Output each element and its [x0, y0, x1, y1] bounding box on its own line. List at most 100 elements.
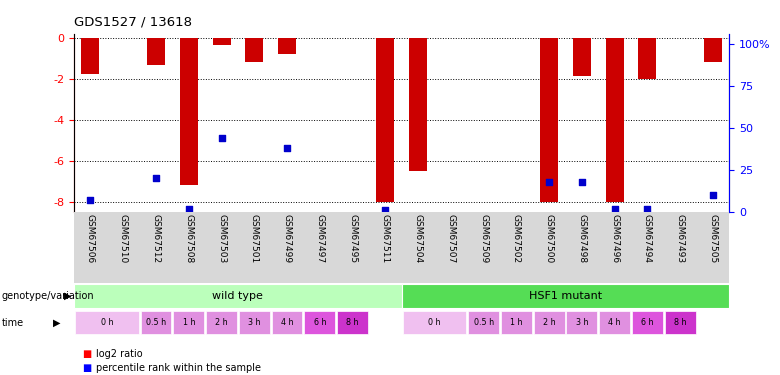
- Text: wild type: wild type: [212, 291, 264, 301]
- Bar: [599, 310, 630, 334]
- Text: 1 h: 1 h: [183, 318, 195, 327]
- Text: ▶: ▶: [53, 318, 61, 327]
- Text: ■: ■: [82, 363, 91, 373]
- Text: GSM67503: GSM67503: [217, 214, 226, 263]
- Text: GSM67507: GSM67507: [446, 214, 456, 263]
- Text: 1 h: 1 h: [510, 318, 523, 327]
- Bar: [605, 38, 624, 202]
- Point: [608, 206, 621, 212]
- Text: GSM67497: GSM67497: [315, 214, 324, 263]
- Bar: [140, 212, 172, 283]
- Bar: [434, 212, 467, 283]
- Bar: [245, 38, 264, 62]
- Bar: [697, 212, 729, 283]
- Bar: [206, 310, 237, 334]
- Bar: [173, 310, 204, 334]
- Text: GSM67510: GSM67510: [119, 214, 128, 263]
- Bar: [376, 38, 395, 202]
- Text: 3 h: 3 h: [248, 318, 261, 327]
- Bar: [74, 212, 107, 283]
- Text: percentile rank within the sample: percentile rank within the sample: [96, 363, 261, 373]
- Text: GSM67511: GSM67511: [381, 214, 390, 263]
- Bar: [566, 310, 597, 334]
- Bar: [468, 310, 499, 334]
- Point: [281, 145, 293, 151]
- Text: time: time: [2, 318, 23, 327]
- Bar: [140, 310, 172, 334]
- Bar: [172, 212, 205, 283]
- Text: GSM67501: GSM67501: [250, 214, 259, 263]
- Text: GDS1527 / 13618: GDS1527 / 13618: [74, 15, 192, 28]
- Bar: [278, 38, 296, 54]
- Point: [576, 179, 588, 185]
- Text: 2 h: 2 h: [215, 318, 228, 327]
- Point: [183, 206, 195, 212]
- Bar: [107, 212, 140, 283]
- Bar: [533, 212, 566, 283]
- Text: GSM67508: GSM67508: [184, 214, 193, 263]
- Bar: [238, 212, 271, 283]
- Bar: [402, 212, 434, 283]
- Bar: [664, 212, 697, 283]
- Text: 6 h: 6 h: [641, 318, 654, 327]
- Text: GSM67502: GSM67502: [512, 214, 521, 263]
- Text: 0.5 h: 0.5 h: [146, 318, 166, 327]
- Bar: [665, 310, 696, 334]
- Bar: [402, 284, 729, 308]
- Bar: [212, 38, 231, 45]
- Bar: [271, 310, 303, 334]
- Point: [379, 207, 392, 213]
- Bar: [239, 310, 270, 334]
- Point: [215, 135, 228, 141]
- Text: 4 h: 4 h: [608, 318, 621, 327]
- Point: [84, 197, 97, 203]
- Text: 0.5 h: 0.5 h: [473, 318, 494, 327]
- Bar: [179, 38, 198, 185]
- Text: ■: ■: [82, 350, 91, 359]
- Bar: [402, 310, 466, 334]
- Bar: [409, 38, 427, 171]
- Bar: [304, 310, 335, 334]
- Bar: [704, 38, 722, 62]
- Bar: [501, 310, 532, 334]
- Text: 2 h: 2 h: [543, 318, 555, 327]
- Bar: [303, 212, 336, 283]
- Text: ▶: ▶: [64, 291, 72, 301]
- Text: GSM67509: GSM67509: [479, 214, 488, 263]
- Text: GSM67493: GSM67493: [675, 214, 685, 263]
- Text: 3 h: 3 h: [576, 318, 588, 327]
- Bar: [467, 212, 500, 283]
- Bar: [147, 38, 165, 66]
- Bar: [632, 310, 663, 334]
- Text: 6 h: 6 h: [314, 318, 326, 327]
- Text: genotype/variation: genotype/variation: [2, 291, 94, 301]
- Text: 8 h: 8 h: [346, 318, 359, 327]
- Text: HSF1 mutant: HSF1 mutant: [529, 291, 602, 301]
- Text: 4 h: 4 h: [281, 318, 293, 327]
- Bar: [500, 212, 533, 283]
- Bar: [369, 212, 402, 283]
- Bar: [205, 212, 238, 283]
- Bar: [74, 284, 402, 308]
- Point: [641, 206, 654, 212]
- Bar: [337, 310, 368, 334]
- Bar: [566, 212, 598, 283]
- Bar: [573, 38, 591, 76]
- Text: GSM67504: GSM67504: [413, 214, 423, 263]
- Text: GSM67505: GSM67505: [708, 214, 718, 263]
- Point: [543, 179, 555, 185]
- Bar: [271, 212, 303, 283]
- Text: GSM67500: GSM67500: [544, 214, 554, 263]
- Text: GSM67496: GSM67496: [610, 214, 619, 263]
- Bar: [540, 38, 558, 202]
- Text: log2 ratio: log2 ratio: [96, 350, 143, 359]
- Text: GSM67512: GSM67512: [151, 214, 161, 263]
- Bar: [336, 212, 369, 283]
- Text: 0 h: 0 h: [428, 318, 441, 327]
- Bar: [598, 212, 631, 283]
- Bar: [81, 38, 100, 74]
- Bar: [534, 310, 565, 334]
- Point: [150, 176, 162, 181]
- Text: 8 h: 8 h: [674, 318, 686, 327]
- Bar: [75, 310, 139, 334]
